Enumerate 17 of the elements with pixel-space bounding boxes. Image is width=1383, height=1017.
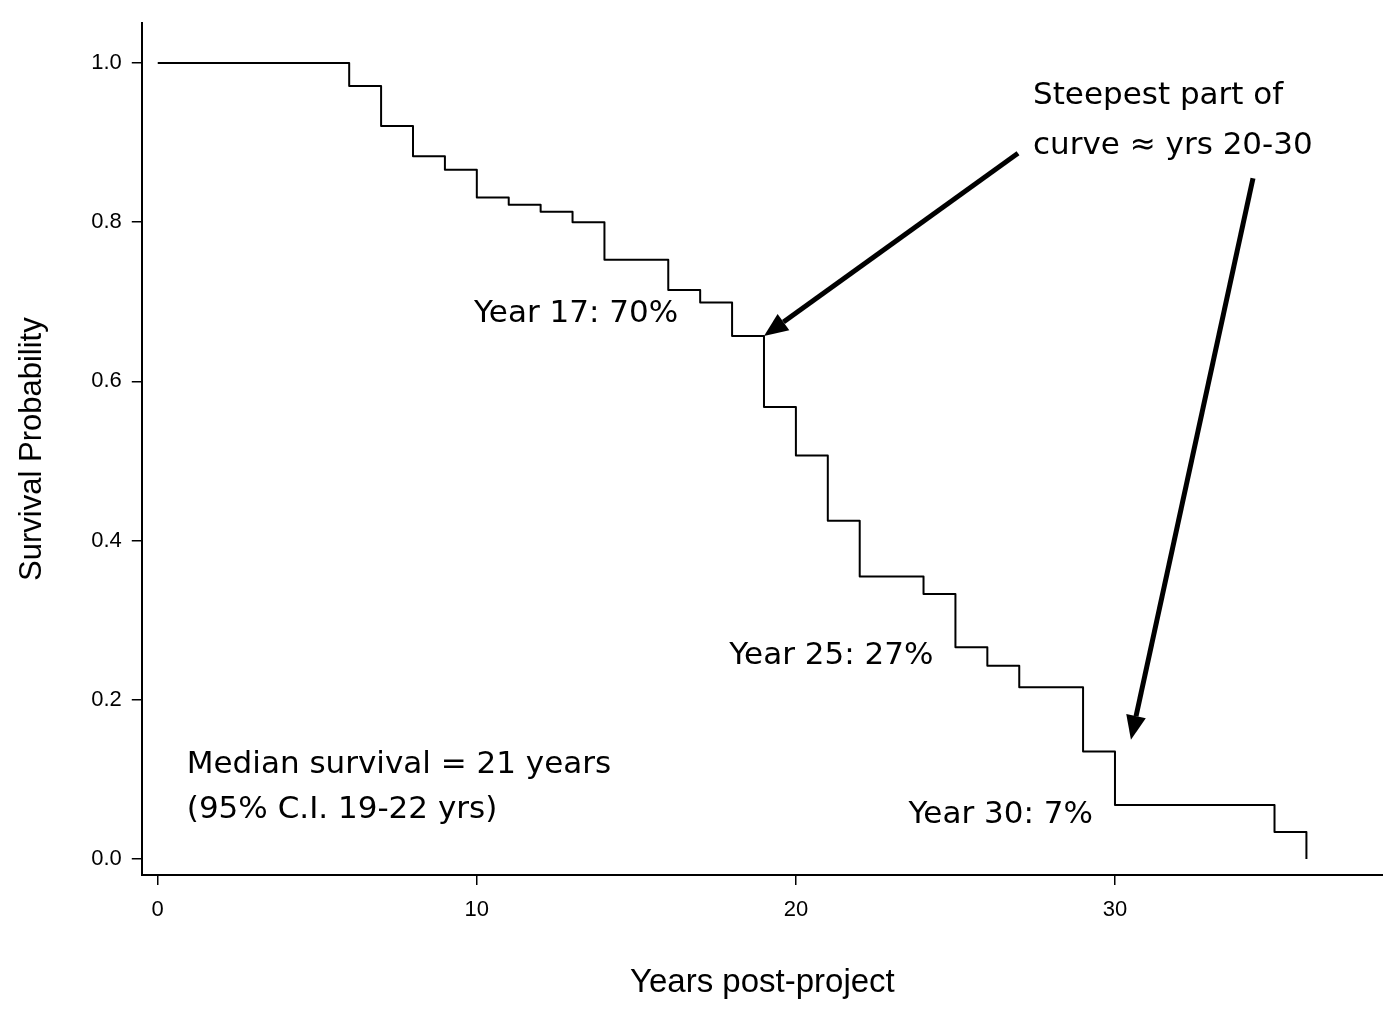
- annotation: Year 17: 70%: [473, 292, 679, 329]
- x-tick-label: 10: [464, 896, 490, 922]
- y-tick-label: 0.0: [91, 845, 122, 871]
- annotation: Year 25: 27%: [728, 635, 934, 672]
- annotation: Year 30: 7%: [907, 794, 1093, 831]
- x-axis-title: Years post-project: [630, 962, 895, 1000]
- annotation: Steepest part of curve ≈ yrs 20-30: [1033, 75, 1313, 162]
- y-tick-label: 1.0: [91, 49, 122, 75]
- y-tick-label: 0.6: [91, 367, 122, 393]
- x-tick-label: 20: [783, 896, 809, 922]
- y-tick-label: 0.2: [91, 685, 122, 711]
- x-tick-label: 0: [151, 896, 164, 922]
- y-tick-label: 0.4: [91, 526, 122, 552]
- y-tick-label: 0.8: [91, 208, 122, 234]
- x-tick-label: 30: [1102, 896, 1128, 922]
- annotation: Median survival = 21 years (95% C.I. 19-22 yrs): [186, 744, 612, 826]
- y-axis-title: Survival Probability: [13, 316, 49, 581]
